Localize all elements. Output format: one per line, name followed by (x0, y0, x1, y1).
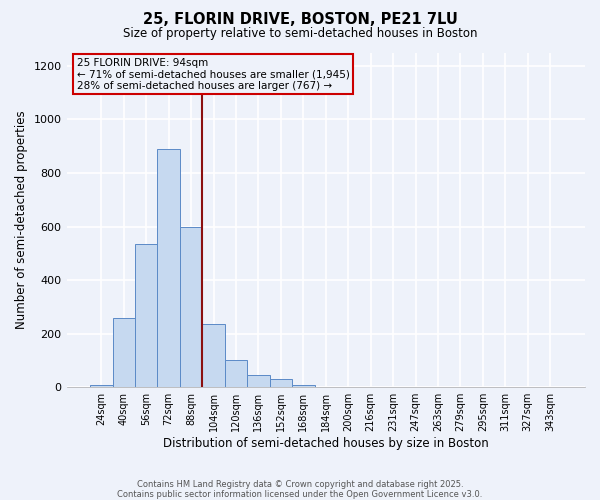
Bar (180, 226, 202, 387)
Text: Contains public sector information licensed under the Open Government Licence v3: Contains public sector information licen… (118, 490, 482, 499)
Bar (247, 375, 269, 387)
Text: Size of property relative to semi-detached houses in Boston: Size of property relative to semi-detach… (123, 28, 477, 40)
Bar (135, 244, 157, 387)
Bar (157, 149, 180, 387)
Bar (292, 384, 314, 387)
X-axis label: Distribution of semi-detached houses by size in Boston: Distribution of semi-detached houses by … (163, 437, 488, 450)
Bar (113, 318, 135, 387)
Text: 25, FLORIN DRIVE, BOSTON, PE21 7LU: 25, FLORIN DRIVE, BOSTON, PE21 7LU (143, 12, 457, 28)
Text: 25 FLORIN DRIVE: 94sqm
← 71% of semi-detached houses are smaller (1,945)
28% of : 25 FLORIN DRIVE: 94sqm ← 71% of semi-det… (77, 58, 350, 90)
Text: Contains HM Land Registry data © Crown copyright and database right 2025.: Contains HM Land Registry data © Crown c… (137, 480, 463, 489)
Bar (269, 378, 292, 387)
Bar (225, 360, 247, 387)
Y-axis label: Number of semi-detached properties: Number of semi-detached properties (15, 110, 28, 329)
Bar (90, 384, 113, 387)
Bar (202, 324, 225, 387)
